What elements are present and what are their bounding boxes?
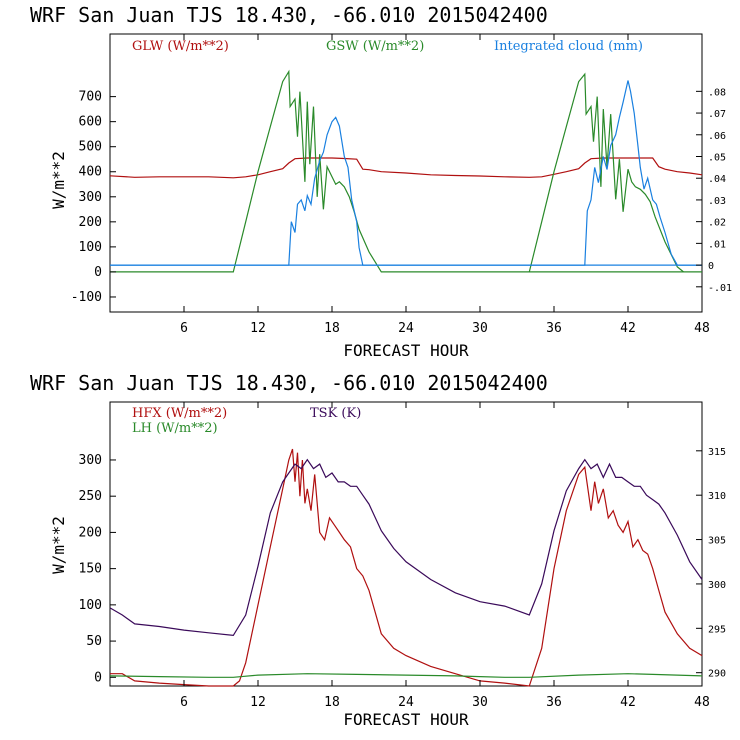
y2-tick-label: .07 — [708, 109, 726, 120]
y2-tick-label: 295 — [708, 624, 726, 635]
x-tick-label: 42 — [620, 695, 636, 710]
y2-tick-label: 300 — [708, 580, 726, 591]
top-y-axis-label: W/m**2 — [49, 151, 68, 209]
top-series-group — [109, 69, 703, 273]
top-legend-cloud: Integrated cloud (mm) — [494, 39, 643, 54]
series-line-integrated — [110, 116, 702, 266]
x-tick-label: 30 — [472, 695, 488, 710]
top-panel: WRF San Juan TJS 18.430, -66.010 2015042… — [30, 3, 732, 360]
y-tick-label: 600 — [79, 115, 102, 130]
x-tick-label: 42 — [620, 321, 636, 336]
x-tick-label: 48 — [694, 695, 710, 710]
y2-tick-label: .02 — [708, 218, 726, 229]
bottom-series-group — [109, 448, 703, 687]
series-line-gsw-day2 — [528, 72, 684, 273]
x-tick-label: 6 — [180, 321, 188, 336]
y2-tick-label: .05 — [708, 152, 726, 163]
y-tick-label: 200 — [79, 215, 102, 230]
bottom-chart-title: WRF San Juan TJS 18.430, -66.010 2015042… — [30, 371, 548, 395]
bottom-plot-frame — [109, 401, 703, 687]
x-tick-label: 48 — [694, 321, 710, 336]
series-line-cloud-day2 — [110, 80, 702, 266]
y-tick-label: 100 — [79, 598, 102, 613]
x-tick-label: 18 — [324, 321, 340, 336]
top-legend-glw: GLW (W/m**2) — [132, 39, 229, 54]
y-tick-label: 50 — [86, 634, 102, 649]
x-tick-label: 30 — [472, 321, 488, 336]
bottom-legend-hfx: HFX (W/m**2) — [132, 406, 227, 421]
y-tick-label: -100 — [71, 290, 102, 305]
y2-tick-label: .03 — [708, 196, 726, 207]
y2-tick-label: 305 — [708, 536, 726, 547]
y-tick-label: 300 — [79, 190, 102, 205]
series-line-gsw — [110, 69, 702, 273]
x-tick-label: 36 — [546, 321, 562, 336]
y2-tick-label: 290 — [708, 669, 726, 680]
y-tick-label: 400 — [79, 165, 102, 180]
bottom-x-axis-label: FORECAST HOUR — [343, 710, 469, 729]
y2-tick-label: .04 — [708, 174, 726, 185]
top-x-axis-label: FORECAST HOUR — [343, 341, 469, 360]
series-line-tsk — [109, 458, 703, 637]
y2-tick-label: .08 — [708, 87, 726, 98]
x-tick-label: 24 — [398, 321, 414, 336]
y-tick-label: 700 — [79, 90, 102, 105]
bottom-legend-lh: LH (W/m**2) — [132, 421, 218, 436]
y2-tick-label: .01 — [708, 239, 726, 250]
series-line-hfx — [110, 448, 703, 687]
series-line-glw — [109, 157, 703, 179]
y-tick-label: 100 — [79, 240, 102, 255]
y-tick-label: 250 — [79, 489, 102, 504]
x-tick-label: 24 — [398, 695, 414, 710]
top-ticks-group: 6 12 18 24 30 36 42 48 -100 0 100 200 300 400 500 600 70… — [71, 34, 732, 336]
x-tick-label: 36 — [546, 695, 562, 710]
series-line-lh — [109, 673, 703, 678]
bottom-panel: WRF San Juan TJS 18.430, -66.010 2015042… — [30, 371, 726, 729]
x-tick-label: 12 — [250, 321, 266, 336]
y-tick-label: 0 — [94, 670, 102, 685]
y-tick-label: 300 — [79, 453, 102, 468]
x-tick-label: 6 — [180, 695, 188, 710]
top-chart-title: WRF San Juan TJS 18.430, -66.010 2015042… — [30, 3, 548, 27]
y2-tick-label: .06 — [708, 131, 726, 142]
y2-tick-label: 315 — [708, 447, 726, 458]
y2-tick-label: -.01 — [708, 283, 732, 294]
bottom-ticks-group: 6 12 18 24 30 36 42 48 0 50 100 150 200 250 300 290 295 3… — [79, 402, 726, 710]
y-tick-label: 150 — [79, 562, 102, 577]
y2-tick-label: 310 — [708, 491, 726, 502]
y-tick-label: 200 — [79, 525, 102, 540]
top-legend-gsw: GSW (W/m**2) — [326, 39, 424, 54]
bottom-y-axis-label: W/m**2 — [49, 516, 68, 574]
x-tick-label: 18 — [324, 695, 340, 710]
y-tick-label: 0 — [94, 265, 102, 280]
y2-tick-label: 0 — [708, 261, 714, 272]
x-tick-label: 12 — [250, 695, 266, 710]
y-tick-label: 500 — [79, 140, 102, 155]
bottom-legend-tsk: TSK (K) — [310, 406, 361, 421]
